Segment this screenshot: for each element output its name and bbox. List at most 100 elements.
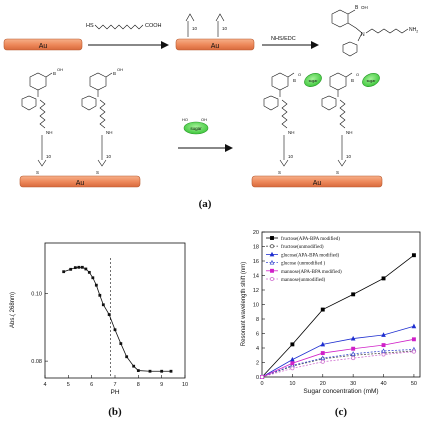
panel-c-point: [290, 356, 295, 362]
panel-b-points: [62, 265, 173, 373]
panel-c-series: [259, 253, 417, 379]
panel-c-ytick-label: 16: [253, 259, 259, 265]
panel-c-legend-label: fructose(APA-BPA modified): [281, 237, 340, 242]
sam-chain-right: [215, 13, 225, 37]
panel-c-series-line: [261, 349, 414, 378]
panel-c-point: [290, 366, 295, 371]
panel-b-point: [160, 369, 164, 373]
bound-sugar-icon-2: [362, 73, 380, 87]
panel-c-point: [350, 335, 356, 341]
panel-b-ylabel: Abs.( 268nm): [10, 292, 16, 328]
panel-c-point: [320, 341, 326, 347]
panel-c-legend: fructose(APA-BPA modified) fructose(unmod…: [266, 236, 342, 283]
panel-c-ytick-label: 10: [253, 303, 259, 309]
apa-boron-label: B: [355, 5, 359, 11]
panel-c-ticks: 0 10 20 30 40 50 0 2 4 6 8 10 12 14 16 18 20: [253, 230, 417, 387]
panel-c-series-line: [261, 338, 414, 378]
panel-b-point: [113, 328, 117, 332]
apa-nh2-label: NH2: [409, 27, 418, 34]
panel-c-series-group: [260, 337, 416, 379]
apa-oh-label: OH: [361, 5, 368, 10]
hs-label: HS: [86, 23, 94, 29]
right-b-2: B: [351, 78, 354, 83]
panel-c-series-line: [261, 351, 414, 378]
panel-b-plot-frame: [44, 242, 186, 379]
panel-b-point: [98, 293, 102, 297]
panel-c-series-line: [261, 325, 415, 378]
panel-b-point: [62, 270, 66, 274]
panel-b-ytick-label: 0.08: [31, 359, 42, 365]
panel-b-point: [132, 364, 136, 368]
panel-c-point: [351, 356, 356, 361]
panel-c-xtick-label: 30: [350, 381, 356, 387]
panel-c-legend-marker: [269, 251, 275, 257]
gold-substrate-2: [175, 38, 255, 51]
bound-sugar-label-2: sugar: [367, 79, 377, 83]
panel-c-legend-marker: [270, 268, 274, 273]
panel-b-xtick-label: 6: [90, 382, 93, 388]
left-sub10-2: 10: [106, 154, 112, 159]
panel-b-xtick-label: 8: [137, 382, 140, 388]
left-b-2: B: [113, 71, 116, 76]
cooh-label: COOH: [145, 23, 162, 29]
panel-c-ytick-label: 20: [253, 230, 259, 236]
right-sub10-1: 10: [288, 154, 294, 159]
panel-c-legend-marker: [270, 277, 274, 281]
panel-c-point: [351, 292, 356, 297]
panel-c-point: [411, 253, 416, 258]
right-sub10-2: 10: [346, 154, 352, 159]
bound-sugar-label-1: sugar: [309, 79, 319, 83]
panel-c-ytick-label: 12: [253, 288, 259, 294]
panel-c-xtick-label: 50: [411, 381, 417, 387]
gold-substrate-1: [3, 38, 83, 51]
panel-c-point: [381, 348, 386, 353]
panel-a-label: (a): [199, 198, 212, 210]
panel-c-label: (c): [335, 406, 348, 418]
panel-c-legend-marker: [270, 236, 274, 240]
panel-b-xtick-label: 4: [43, 382, 46, 388]
panel-b-point: [91, 276, 95, 280]
right-b-1: B: [293, 78, 296, 83]
panel-c-point: [320, 307, 325, 312]
apa-bpa-molecule: [331, 9, 409, 57]
gold-substrate-4: [251, 175, 383, 188]
panel-c-series-group: [260, 349, 416, 379]
sugar-label: sugar: [190, 126, 202, 131]
alkyl-chain-icon: [94, 24, 144, 30]
panel-c-point: [351, 346, 356, 351]
panel-c-ytick-label: 14: [253, 274, 259, 280]
panel-c-chart: 0 10 20 30 40 50 0 2 4 6 8 10 12 14 16 18 20 fructose(AP…: [241, 230, 421, 418]
panel-c-xlabel: Sugar concentration (mM): [303, 388, 378, 395]
panel-c-xtick-label: 40: [380, 381, 386, 387]
right-nh-1: NH: [288, 130, 295, 135]
left-oh-1: OH: [57, 67, 63, 72]
sugar-bound-sam-right: [263, 72, 353, 167]
bound-sugar-icon-1: [304, 73, 322, 87]
panel-b-xtick-label: 9: [160, 382, 163, 388]
panel-c-point: [411, 337, 416, 342]
panel-b-point: [94, 283, 98, 287]
panel-c-legend-marker: [270, 244, 274, 249]
right-s-2: S: [336, 170, 339, 175]
panel-b-point: [77, 265, 81, 269]
panel-c-xtick-label: 10: [289, 381, 295, 387]
left-s-2: S: [96, 170, 99, 175]
panel-c-series-line: [261, 254, 415, 378]
panel-c-ytick-label: 2: [256, 361, 259, 367]
panel-a-scheme: Au HS COOH 10 10 Au NHS/EDC: [3, 5, 418, 210]
panel-c-legend-label: glucose(APA-BPA modified): [281, 253, 339, 258]
panel-b-point: [101, 303, 105, 307]
sugar-molecule-icon: [183, 121, 209, 135]
left-s-1: S: [36, 170, 39, 175]
left-nh-2: NH: [106, 130, 113, 135]
panel-c-point: [260, 375, 264, 379]
left-b-1: B: [53, 71, 56, 76]
panel-c-ytick-label: 6: [256, 332, 259, 338]
right-nh-2: NH: [346, 130, 353, 135]
panel-b-point: [119, 342, 123, 345]
panel-b-xtick-label: 7: [113, 382, 116, 388]
panel-c-series-line: [261, 350, 414, 378]
subscript-10-b: 10: [222, 26, 228, 31]
panel-c-xtick-label: 20: [320, 381, 326, 387]
